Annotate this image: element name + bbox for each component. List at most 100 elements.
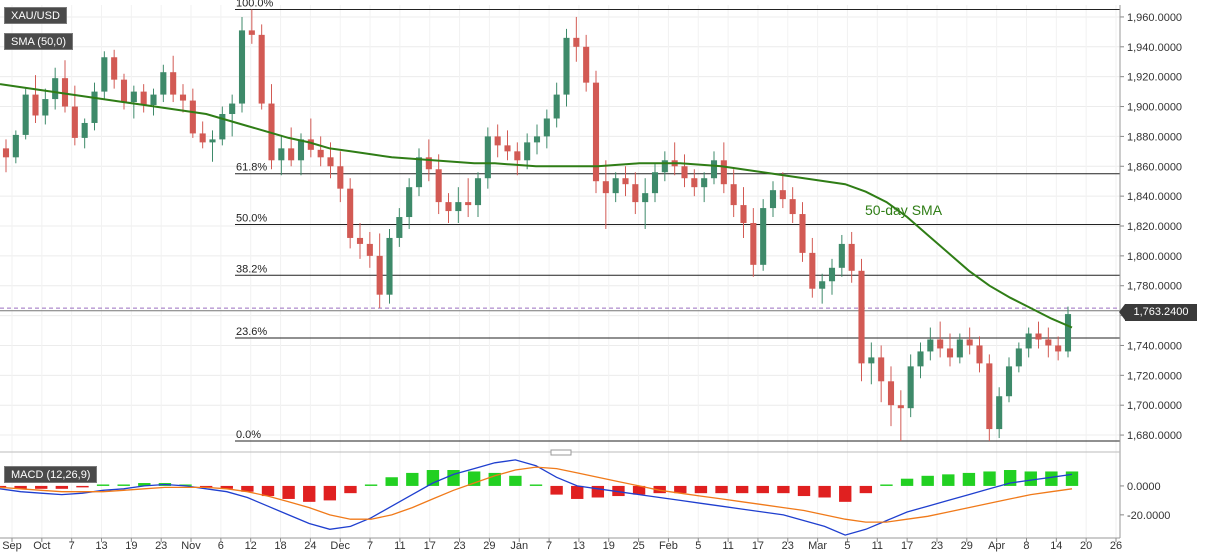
candle-body — [573, 37, 580, 47]
fib-level-label: 38.2% — [236, 263, 267, 275]
macd-histogram-bar — [385, 477, 398, 486]
candle-body — [710, 160, 718, 179]
candlestick-series — [2, 9, 1072, 442]
candle-body — [150, 94, 157, 106]
x-tick-label: 12 — [245, 540, 257, 552]
candle-body — [307, 139, 314, 150]
candle-body — [170, 72, 177, 95]
candle-body — [1055, 345, 1062, 352]
macd-histogram-bar — [509, 475, 522, 486]
x-tick-label: 11 — [394, 540, 405, 552]
candle-body — [524, 142, 531, 161]
candle-body — [465, 202, 472, 206]
candle-body — [789, 199, 796, 215]
x-tick-label: 29 — [961, 540, 973, 552]
macd-histogram-bar — [983, 471, 996, 486]
y-tick-label: 1,940.0000 — [1127, 42, 1182, 54]
candle-body — [209, 139, 216, 143]
macd-histogram-bar — [344, 485, 357, 494]
x-tick-label: Oct — [33, 540, 50, 552]
candle-body — [91, 91, 98, 123]
candle — [160, 64, 167, 103]
candle — [750, 208, 757, 277]
candle — [710, 151, 718, 185]
candle — [445, 193, 452, 224]
x-tick-label: 24 — [304, 540, 316, 552]
candle-body — [179, 94, 187, 101]
candle-body — [661, 160, 668, 173]
macd-histogram-bar — [900, 478, 914, 486]
x-tick-label: 29 — [483, 540, 495, 552]
candle — [632, 172, 639, 215]
candle-body — [563, 37, 570, 95]
x-tick-label: 18 — [274, 540, 286, 552]
candle-body — [996, 396, 1003, 430]
macd-histogram-bar — [117, 484, 130, 486]
x-tick-label: 23 — [931, 540, 943, 552]
macd-histogram-bar — [921, 475, 934, 486]
candle-body — [229, 103, 236, 115]
candle-body — [2, 148, 10, 158]
candle-body — [52, 78, 59, 100]
macd-histogram-bar — [261, 485, 275, 497]
candle-body — [140, 91, 147, 106]
macd-histogram-bar — [880, 484, 893, 486]
candle-body — [337, 166, 344, 189]
candle — [2, 139, 10, 173]
candle-body — [592, 82, 600, 182]
macd-histogram-bar — [303, 485, 316, 502]
candle — [120, 73, 128, 110]
macd-histogram-bar — [674, 485, 687, 494]
candle-body — [42, 99, 49, 116]
candle — [956, 333, 963, 364]
x-tick-label: 17 — [424, 540, 436, 552]
macd-histogram-bar — [839, 485, 852, 502]
macd-histogram-bar — [550, 485, 563, 495]
candle-body — [779, 190, 786, 200]
fib-level-label: 50.0% — [236, 213, 267, 225]
candle-body — [622, 178, 629, 185]
macd-histogram-bar — [571, 485, 584, 499]
x-tick-label: 11 — [872, 540, 883, 552]
macd-histogram-bar — [96, 484, 110, 486]
instrument-label[interactable]: XAU/USD — [4, 7, 67, 24]
candle — [927, 327, 934, 361]
candle — [288, 127, 295, 167]
candle — [651, 163, 659, 203]
candle — [130, 85, 137, 119]
candle-body — [22, 94, 29, 135]
candle-body — [937, 339, 944, 349]
candle — [268, 84, 275, 170]
macd-histogram-bar — [694, 485, 708, 494]
candle-body — [199, 133, 206, 143]
candle — [32, 75, 39, 123]
candle-body — [819, 281, 826, 289]
macd-histogram-bar — [612, 485, 625, 497]
candle-body — [750, 223, 757, 265]
macd-histogram-bar — [942, 474, 955, 486]
candle-body — [612, 178, 619, 194]
macd-histogram-bar — [282, 485, 295, 499]
candle — [671, 142, 678, 176]
macd-histogram-bar — [756, 485, 769, 494]
sma-legend-label[interactable]: SMA (50,0) — [4, 33, 74, 50]
x-tick-label: 17 — [752, 540, 764, 552]
y-tick-label: 1,960.0000 — [1127, 12, 1182, 24]
macd-histogram-bar — [364, 484, 378, 486]
candle-body — [651, 172, 659, 194]
x-tick-label: 25 — [632, 540, 644, 552]
candle-body — [553, 94, 560, 119]
candle-body — [494, 136, 501, 146]
x-tick-label: 14 — [1050, 540, 1062, 552]
macd-histogram-bar — [323, 485, 337, 501]
fib-level-label: 23.6% — [236, 326, 267, 338]
x-tick-label: 26 — [1110, 540, 1122, 552]
macd-histogram-bar — [179, 484, 192, 486]
candle — [248, 9, 255, 44]
candle — [376, 233, 383, 309]
macd-histogram-bar — [797, 485, 811, 497]
macd-legend-label[interactable]: MACD (12,26,9) — [4, 466, 98, 483]
candle-body — [406, 187, 413, 218]
candle-body — [248, 30, 255, 35]
